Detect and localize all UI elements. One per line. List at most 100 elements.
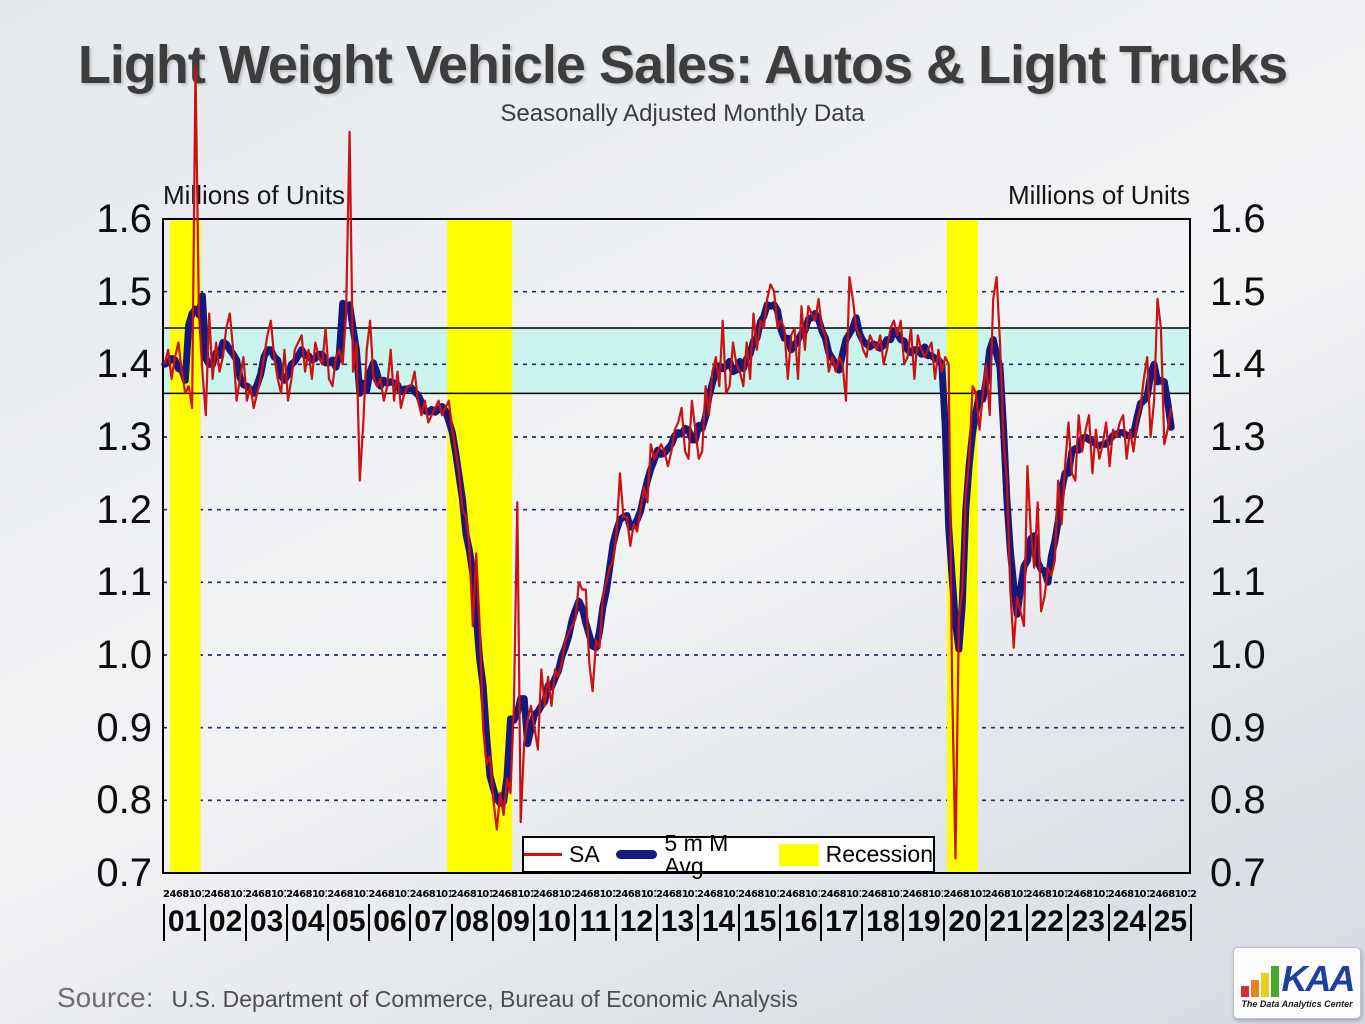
x-year-label: 09 — [491, 904, 533, 941]
x-year-label: 11 — [573, 904, 615, 941]
y-tick-label: 0.7 — [96, 851, 152, 895]
y-tick-label: 1.4 — [1210, 342, 1266, 387]
source-line: Source: U.S. Department of Commerce, Bur… — [57, 982, 798, 1014]
logo-row: KAA — [1240, 957, 1356, 999]
x-month-tick-group: 2 4 6 8 10 12 — [984, 889, 1026, 900]
x-year-label: 10 — [532, 904, 574, 941]
logo-tagline: The Data Analytics Center — [1241, 999, 1353, 1009]
x-month-tick-group: 2 4 6 8 10 12 — [491, 889, 533, 900]
y-axis-title-left: Millions of Units — [163, 180, 346, 210]
x-month-tick-group: 2 4 6 8 10 12 — [286, 889, 327, 900]
x-year-label: 19 — [902, 904, 943, 941]
y-tick-label: 1.3 — [96, 415, 152, 459]
x-month-tick-group: 2 4 6 8 10 12 — [409, 889, 450, 900]
legend-label-sa: SA — [569, 841, 600, 867]
sa-line-marker-icon — [524, 853, 562, 856]
bar-chart-icon — [1240, 965, 1279, 997]
x-year-label: 23 — [1066, 904, 1108, 941]
y-tick-label: 0.8 — [96, 778, 152, 823]
x-year-label: 20 — [943, 904, 984, 941]
y-tick-label: 0.8 — [1210, 778, 1266, 823]
x-year-label: 21 — [984, 904, 1026, 941]
y-tick-label: 0.9 — [96, 705, 152, 750]
y-tick-label: 0.7 — [1210, 851, 1266, 895]
x-month-tick-group: 2 4 6 8 10 12 — [655, 889, 697, 900]
x-year-label: 22 — [1025, 904, 1067, 941]
y-tick-label: 1.5 — [1210, 269, 1266, 314]
y-tick-label: 1.5 — [96, 269, 152, 314]
recession-band — [946, 219, 978, 873]
x-month-tick-group: 2 4 6 8 10 12 — [573, 889, 615, 900]
target-band — [163, 328, 1190, 394]
x-month-tick-group: 2 4 6 8 10 12 — [1148, 889, 1190, 900]
x-month-tick-group: 2 4 6 8 10 12 — [697, 889, 738, 900]
legend-label-moving-avg: 5 m M Avg — [664, 829, 729, 879]
chart-legend: SA 5 m M Avg Recession — [522, 831, 935, 877]
x-year-label: 16 — [779, 904, 820, 941]
chart-title: Light Weight Vehicle Sales: Autos & Ligh… — [77, 35, 1288, 95]
moving-avg-line-marker-icon — [615, 850, 658, 859]
x-axis-month-ticks: 2 4 6 8 10 122 4 6 8 10 122 4 6 8 10 122… — [163, 887, 1207, 903]
y-tick-label: 1.6 — [96, 197, 152, 241]
x-month-tick-group: 2 4 6 8 10 12 — [245, 889, 286, 900]
x-year-label: 08 — [450, 904, 492, 941]
x-year-label: 18 — [861, 904, 902, 941]
kaa-logo: KAA The Data Analytics Center — [1233, 947, 1361, 1019]
x-month-tick-group: 2 4 6 8 10 12 — [902, 889, 943, 900]
legend-item-recession: Recession — [778, 841, 933, 867]
logo-bar-yellow — [1260, 973, 1269, 997]
x-year-label: 03 — [245, 904, 286, 941]
x-year-label: 06 — [368, 904, 409, 941]
x-month-tick-group: 2 4 6 8 10 12 — [1066, 889, 1108, 900]
chart-subtitle: Seasonally Adjusted Monthly Data — [500, 100, 865, 127]
y-axis-left: 1.6 1.5 1.4 1.3 1.2 1.1 1.0 0.9 0.8 0.7 — [42, 0, 152, 1024]
x-axis-year-labels: 01 02 03 04 05 06 07 08 09 10 11 12 13 14 15 16 17 18 19 20… — [163, 904, 1192, 941]
y-axis-right: 1.6 1.5 1.4 1.3 1.2 1.1 1.0 0.9 0.8 0.7 — [1210, 0, 1320, 1024]
x-year-label: 01 — [163, 904, 204, 941]
x-month-tick-group: 2 4 6 8 10 12 — [943, 889, 984, 900]
x-month-tick-group: 2 4 6 8 10 12 — [614, 889, 656, 900]
y-tick-label: 1.6 — [1210, 197, 1266, 241]
logo-name: KAA — [1281, 958, 1356, 999]
x-month-tick-group: 2 4 6 8 10 12 — [820, 889, 861, 900]
x-year-label: 07 — [409, 904, 450, 941]
y-tick-label: 0.9 — [1210, 705, 1266, 750]
x-year-label: 02 — [204, 904, 245, 941]
x-month-tick-group: 2 4 6 8 10 12 — [738, 889, 779, 900]
x-month-tick-group: 2 4 6 8 10 12 — [204, 889, 245, 900]
legend-item-sa: SA — [524, 843, 600, 866]
y-tick-label: 1.1 — [96, 560, 152, 605]
plot-border — [162, 218, 1191, 874]
x-month-tick-trailing: 2 — [1189, 889, 1197, 900]
moving-average-line — [161, 292, 1175, 807]
source-label: Source: — [57, 982, 154, 1013]
x-month-tick-group: 2 4 6 8 10 12 — [861, 889, 902, 900]
y-tick-label: 1.2 — [96, 487, 152, 532]
x-month-tick-group: 2 4 6 8 10 12 — [779, 889, 820, 900]
legend-item-moving-avg: 5 m M Avg — [615, 829, 763, 879]
x-month-tick-group: 2 4 6 8 10 12 — [532, 889, 574, 900]
x-month-tick-group: 2 4 6 8 10 12 — [368, 889, 409, 900]
x-month-tick-group: 2 4 6 8 10 12 — [450, 889, 492, 900]
logo-bar-orange — [1250, 980, 1259, 997]
x-year-label: 13 — [655, 904, 697, 941]
y-tick-label: 1.0 — [1210, 633, 1266, 677]
y-axis-title-right: Millions of Units — [1007, 180, 1190, 210]
x-year-label: 12 — [614, 904, 656, 941]
legend-label-recession: Recession — [825, 841, 933, 867]
y-tick-label: 1.1 — [1210, 560, 1266, 605]
x-month-tick-group: 2 4 6 8 10 12 — [327, 889, 368, 900]
x-month-tick-group: 2 4 6 8 10 12 — [1025, 889, 1067, 900]
source-text: U.S. Department of Commerce, Bureau of E… — [171, 986, 798, 1012]
x-year-label: 15 — [738, 904, 779, 941]
y-tick-label: 1.2 — [1210, 487, 1266, 532]
y-tick-label: 1.3 — [1210, 415, 1266, 459]
logo-bar-red — [1240, 986, 1249, 997]
x-year-label: 25 — [1148, 904, 1190, 941]
x-month-tick-group: 2 4 6 8 10 12 — [1107, 889, 1149, 900]
x-year-label: 17 — [820, 904, 861, 941]
y-tick-label: 1.4 — [96, 342, 152, 387]
x-year-label: 24 — [1107, 904, 1149, 941]
x-month-tick-group: 2 4 6 8 10 12 — [163, 889, 204, 900]
